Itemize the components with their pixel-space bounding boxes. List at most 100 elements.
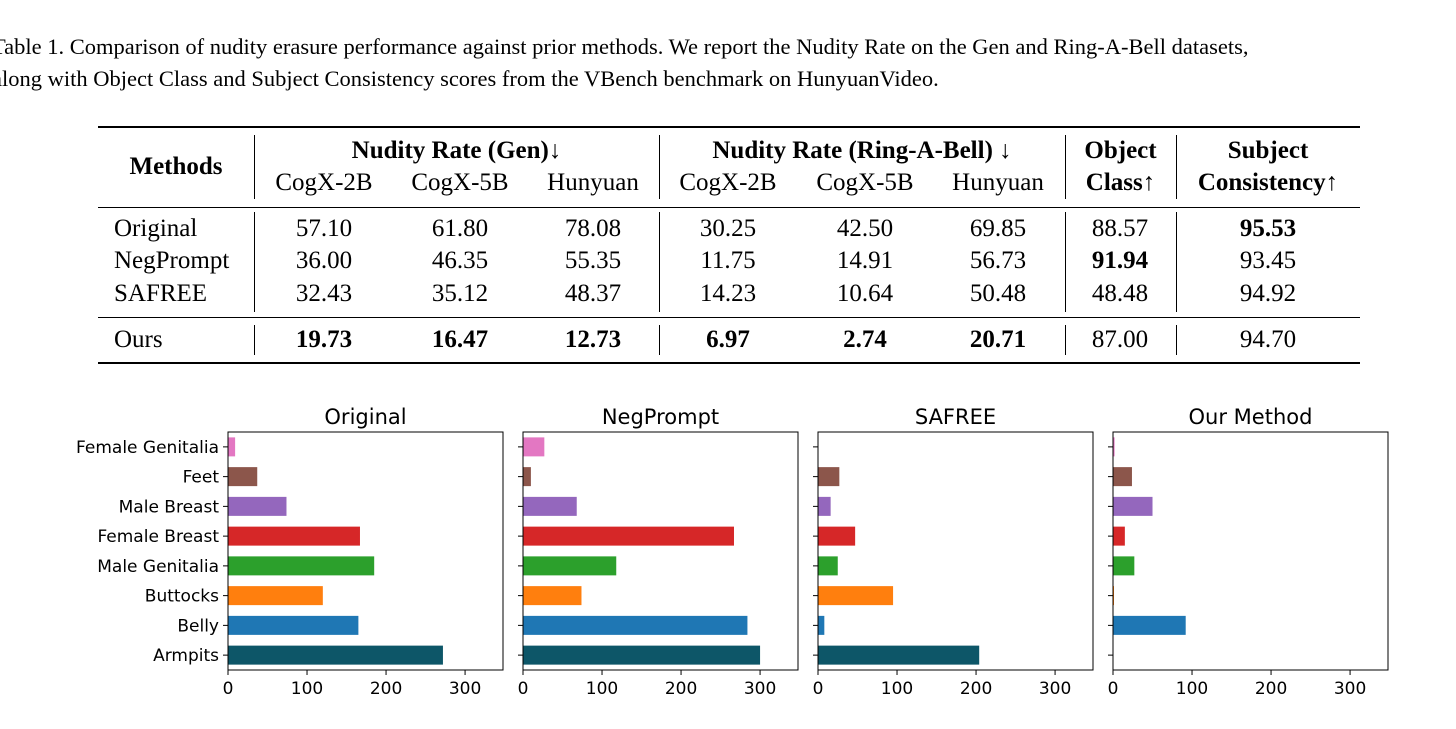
x-tick-label: 200 [370, 679, 402, 699]
table-value-cell: 48.37 [564, 280, 622, 307]
bar [1113, 556, 1135, 576]
bar [228, 526, 360, 546]
header-rule [98, 207, 1360, 208]
method-name-cell: NegPrompt [114, 247, 230, 274]
top-rule [98, 126, 1360, 128]
bar [523, 526, 734, 546]
x-tick-label: 200 [1255, 679, 1287, 699]
method-name-cell: Original [114, 215, 198, 242]
column-divider [254, 325, 255, 355]
caption-line-2: along with Object Class and Subject Cons… [0, 66, 939, 91]
column-divider [1065, 135, 1066, 199]
column-divider [1065, 212, 1066, 312]
table-value-cell: 61.80 [431, 215, 489, 242]
bar [523, 615, 748, 635]
table-value-cell: 20.71 [969, 326, 1027, 353]
x-tick-label: 100 [1176, 679, 1208, 699]
bar [523, 496, 577, 516]
table-value-cell: 55.35 [564, 247, 622, 274]
table-value-cell: 95.53 [1239, 215, 1297, 242]
bar [228, 437, 236, 457]
bar [228, 645, 443, 665]
table-value-cell: 94.92 [1239, 280, 1297, 307]
bar [818, 556, 838, 576]
column-divider [254, 212, 255, 312]
table-value-cell: 10.64 [836, 280, 894, 307]
subcolumn-header: CogX-5B [816, 169, 914, 196]
table-value-cell: 14.91 [836, 247, 894, 274]
caption-line-1: Table 1. Comparison of nudity erasure pe… [0, 34, 1249, 59]
bar [523, 437, 545, 457]
bar [1113, 496, 1153, 516]
table-value-cell: 12.73 [564, 326, 622, 353]
table-value-cell: 69.85 [969, 215, 1027, 242]
x-tick-label: 300 [1039, 679, 1071, 699]
method-name-cell: Ours [114, 326, 163, 353]
bar [523, 586, 582, 606]
bar [228, 467, 258, 487]
table-value-cell: 35.12 [431, 280, 489, 307]
x-tick-label: 200 [665, 679, 697, 699]
table-caption: Table 1. Comparison of nudity erasure pe… [0, 31, 1456, 95]
y-tick-label: Male Genitalia [97, 557, 219, 577]
table-value-cell: 93.45 [1239, 247, 1297, 274]
y-tick-label: Feet [183, 468, 220, 488]
x-tick-label: 0 [223, 679, 234, 699]
x-tick-label: 0 [518, 679, 529, 699]
bar [818, 645, 980, 665]
chart-panel: SAFREE 0 100 200 300 [813, 405, 1094, 699]
table-value-cell: 42.50 [836, 215, 894, 242]
table-value-cell: 16.47 [431, 326, 489, 353]
table-value-cell: 48.48 [1091, 280, 1149, 307]
bar [523, 467, 531, 487]
subject-consistency-header-line2: Consistency↑ [1197, 169, 1339, 196]
subcolumn-header: CogX-2B [275, 169, 373, 196]
subcolumn-header: Hunyuan [952, 169, 1044, 196]
plot-frame [522, 431, 799, 671]
table-value-cell: 57.10 [295, 215, 353, 242]
subcolumn-header: CogX-5B [411, 169, 509, 196]
bar [818, 467, 840, 487]
column-divider [1065, 325, 1066, 355]
category-bar-charts: Original Female Genitalia Feet Male Breast F… [76, 405, 1389, 699]
ours-rule [98, 317, 1360, 318]
subcolumn-header: CogX-2B [679, 169, 777, 196]
table-value-cell: 30.25 [699, 215, 757, 242]
x-tick-label: 200 [960, 679, 992, 699]
y-tick-label: Armpits [153, 646, 219, 666]
x-tick-label: 0 [813, 679, 824, 699]
group-header-gen: Nudity Rate (Gen)↓ [351, 137, 562, 164]
table-value-cell: 46.35 [431, 247, 489, 274]
table-value-cell: 50.48 [969, 280, 1027, 307]
object-class-header-line2: Class↑ [1085, 169, 1156, 196]
object-class-header-line1: Object [1084, 137, 1157, 164]
y-tick-label: Female Genitalia [76, 438, 219, 458]
x-tick-label: 300 [1334, 679, 1366, 699]
bar [228, 615, 359, 635]
bar [818, 526, 856, 546]
x-tick-label: 100 [291, 679, 323, 699]
plot-frame [817, 431, 1094, 671]
column-divider [1176, 212, 1177, 312]
x-tick-label: 0 [1108, 679, 1119, 699]
bar [228, 586, 323, 606]
table-value-cell: 11.75 [700, 247, 756, 274]
column-divider [1176, 325, 1177, 355]
chart-title: Original [324, 405, 406, 429]
chart-title: SAFREE [915, 405, 996, 429]
table-value-cell: 19.73 [295, 326, 353, 353]
table-value-cell: 6.97 [706, 326, 750, 353]
column-divider [254, 135, 255, 199]
group-header-ring-a-bell: Nudity Rate (Ring-A-Bell) ↓ [712, 137, 1012, 164]
bar [1113, 467, 1132, 487]
table-value-cell: 78.08 [564, 215, 622, 242]
column-divider [659, 135, 660, 199]
x-tick-label: 100 [881, 679, 913, 699]
methods-header: Methods [129, 153, 223, 180]
bar [228, 496, 287, 516]
table-value-cell: 87.00 [1091, 326, 1149, 353]
bar [1113, 437, 1115, 457]
chart-title: Our Method [1189, 405, 1313, 429]
table-value-cell: 32.43 [295, 280, 353, 307]
chart-panel: Our Method 0 100 200 300 [1108, 405, 1389, 699]
